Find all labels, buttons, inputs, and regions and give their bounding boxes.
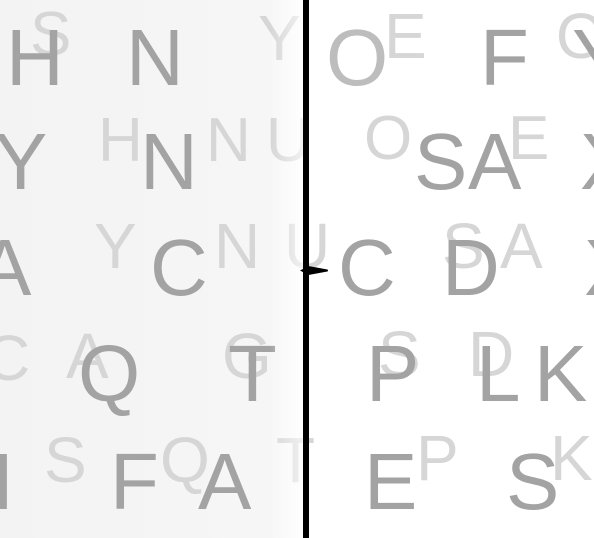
letter: K (550, 422, 593, 494)
letter: A (66, 320, 109, 392)
letter: E (364, 437, 418, 526)
letter: E (384, 0, 427, 72)
letter: L (476, 329, 521, 418)
letter: F (480, 13, 529, 102)
letter: S (30, 0, 72, 69)
letter: C (338, 223, 396, 312)
letter: S (378, 318, 421, 390)
letter: Q (78, 329, 141, 418)
letter: H (98, 106, 143, 175)
divider-haze (270, 0, 303, 538)
letter: A (468, 117, 522, 206)
letter: S (44, 424, 87, 496)
letter: Q (160, 424, 210, 496)
letter: Y (572, 18, 594, 98)
letter: N (140, 117, 198, 206)
letter: D (442, 223, 500, 312)
letter: X (584, 228, 594, 308)
letter: T (228, 329, 277, 418)
letter: S (414, 117, 468, 206)
letter: N (126, 13, 184, 102)
letter: C (0, 322, 31, 394)
letter: I (0, 437, 15, 526)
letter: O (326, 13, 389, 102)
letter: A (0, 223, 32, 312)
letter: N (206, 106, 251, 175)
letter: D (468, 318, 515, 390)
letter: S (506, 437, 560, 526)
letter: A (198, 437, 252, 526)
letter: K (534, 329, 588, 418)
letter: O (364, 104, 413, 173)
divider-handle-marker[interactable] (300, 266, 328, 275)
letter: N (214, 210, 261, 282)
letter: C (150, 223, 208, 312)
letter: Y (0, 117, 48, 206)
letter: E (508, 104, 550, 173)
letter: P (416, 422, 459, 494)
letter: O (556, 0, 594, 72)
letter: P (366, 329, 420, 418)
letter: A (500, 210, 543, 282)
letter: X (580, 122, 594, 202)
letter: S (442, 210, 485, 282)
letter: F (110, 437, 159, 526)
letter: G (222, 320, 272, 392)
letter: H (6, 13, 64, 102)
letter: Y (94, 210, 137, 282)
